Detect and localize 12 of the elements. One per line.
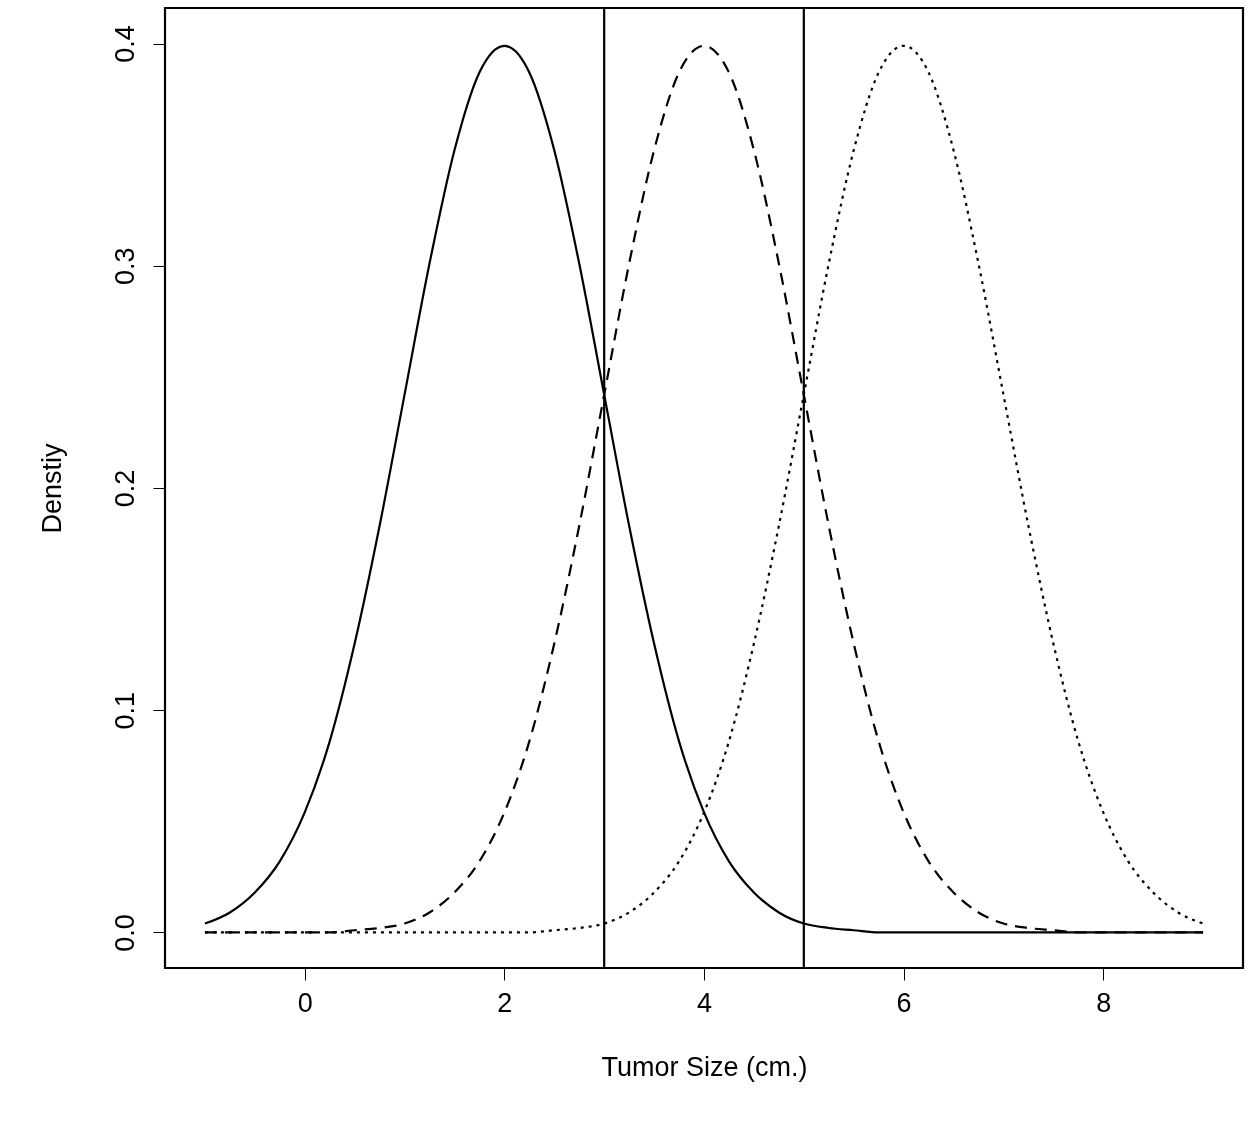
- y-tick-label: 0.1: [109, 691, 140, 730]
- y-axis-title: Denstiy: [36, 442, 67, 534]
- x-axis-title: Tumor Size (cm.): [601, 1051, 808, 1082]
- x-tick-label: 6: [896, 987, 912, 1018]
- y-tick-label: 0.2: [109, 469, 140, 508]
- y-tick-label: 0.3: [109, 247, 140, 286]
- x-tick-label: 4: [696, 987, 713, 1018]
- y-tick-label: 0.0: [109, 914, 140, 952]
- x-tick-label: 8: [1096, 987, 1112, 1018]
- x-tick-label: 2: [497, 987, 513, 1018]
- x-tick-label: 0: [297, 987, 313, 1018]
- y-tick-label: 0.4: [109, 25, 140, 63]
